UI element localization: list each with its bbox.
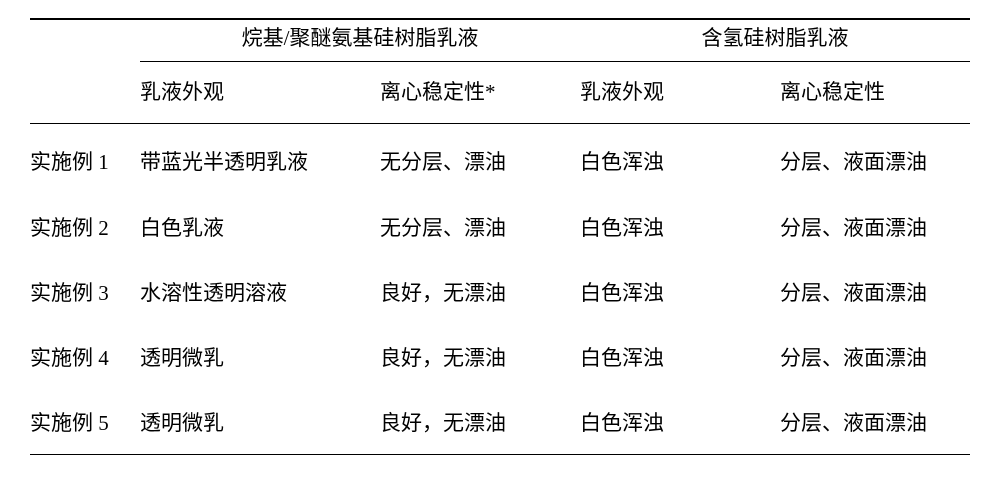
group-header-spacer [30, 19, 140, 62]
row-label: 实施例 1 [30, 124, 140, 196]
row-label: 实施例 4 [30, 326, 140, 391]
sub-header-b-appearance: 乳液外观 [580, 62, 780, 124]
cell-a-stability: 无分层、漂油 [380, 196, 580, 261]
cell-a-stability: 无分层、漂油 [380, 124, 580, 196]
cell-b-stability: 分层、液面漂油 [780, 196, 970, 261]
cell-b-appearance: 白色浑浊 [580, 391, 780, 455]
table-row: 实施例 2 白色乳液 无分层、漂油 白色浑浊 分层、液面漂油 [30, 196, 970, 261]
cell-a-appearance: 水溶性透明溶液 [140, 261, 380, 326]
group-header-b: 含氢硅树脂乳液 [580, 19, 970, 62]
cell-b-appearance: 白色浑浊 [580, 326, 780, 391]
sub-header-a-appearance: 乳液外观 [140, 62, 380, 124]
cell-a-stability: 良好，无漂油 [380, 391, 580, 455]
table-row: 实施例 1 带蓝光半透明乳液 无分层、漂油 白色浑浊 分层、液面漂油 [30, 124, 970, 196]
row-label: 实施例 5 [30, 391, 140, 455]
cell-a-appearance: 带蓝光半透明乳液 [140, 124, 380, 196]
sub-header-b-stability: 离心稳定性 [780, 62, 970, 124]
row-label: 实施例 2 [30, 196, 140, 261]
cell-a-appearance: 透明微乳 [140, 391, 380, 455]
comparison-table: 烷基/聚醚氨基硅树脂乳液 含氢硅树脂乳液 乳液外观 离心稳定性* 乳液外观 离心… [30, 18, 970, 455]
cell-a-stability: 良好，无漂油 [380, 261, 580, 326]
cell-b-appearance: 白色浑浊 [580, 196, 780, 261]
cell-b-appearance: 白色浑浊 [580, 261, 780, 326]
cell-b-appearance: 白色浑浊 [580, 124, 780, 196]
table-row: 实施例 3 水溶性透明溶液 良好，无漂油 白色浑浊 分层、液面漂油 [30, 261, 970, 326]
table-row: 实施例 4 透明微乳 良好，无漂油 白色浑浊 分层、液面漂油 [30, 326, 970, 391]
cell-a-appearance: 透明微乳 [140, 326, 380, 391]
table-container: 烷基/聚醚氨基硅树脂乳液 含氢硅树脂乳液 乳液外观 离心稳定性* 乳液外观 离心… [0, 0, 1000, 501]
cell-a-appearance: 白色乳液 [140, 196, 380, 261]
sub-header-lead [30, 62, 140, 124]
group-header-a: 烷基/聚醚氨基硅树脂乳液 [140, 19, 580, 62]
table-row: 实施例 5 透明微乳 良好，无漂油 白色浑浊 分层、液面漂油 [30, 391, 970, 455]
table-sub-header-row: 乳液外观 离心稳定性* 乳液外观 离心稳定性 [30, 62, 970, 124]
sub-header-a-stability: 离心稳定性* [380, 62, 580, 124]
cell-b-stability: 分层、液面漂油 [780, 261, 970, 326]
cell-b-stability: 分层、液面漂油 [780, 326, 970, 391]
row-label: 实施例 3 [30, 261, 140, 326]
table-group-header-row: 烷基/聚醚氨基硅树脂乳液 含氢硅树脂乳液 [30, 19, 970, 62]
cell-a-stability: 良好，无漂油 [380, 326, 580, 391]
cell-b-stability: 分层、液面漂油 [780, 391, 970, 455]
cell-b-stability: 分层、液面漂油 [780, 124, 970, 196]
